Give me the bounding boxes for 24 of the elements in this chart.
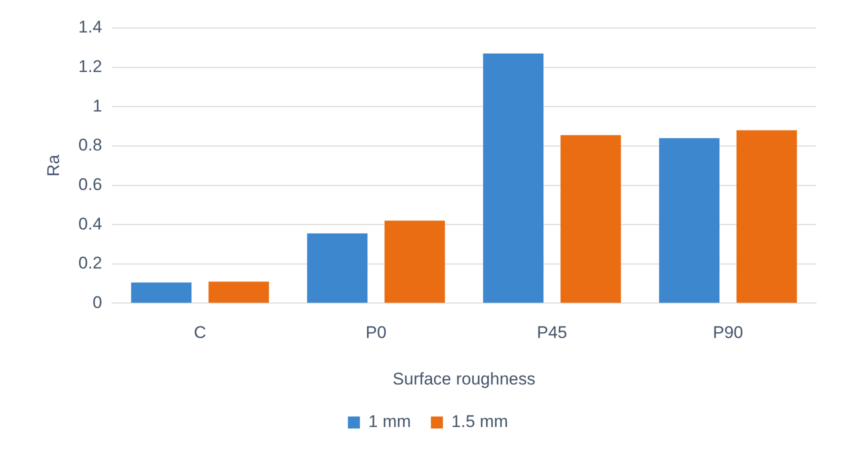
bar: [659, 138, 720, 303]
bar: [483, 54, 544, 303]
bar: [736, 130, 797, 303]
y-tick-label: 0: [92, 292, 102, 312]
y-tick-label: 1.4: [78, 18, 102, 37]
x-axis-title: Surface roughness: [392, 369, 536, 388]
legend-label: 1 mm: [368, 412, 411, 432]
y-axis-title: Ra: [44, 154, 63, 176]
x-tick-label: P45: [536, 323, 568, 342]
bar: [208, 282, 269, 303]
bar: [131, 282, 192, 303]
bar: [307, 233, 368, 303]
x-tick-label: C: [194, 323, 206, 342]
bar: [560, 135, 621, 303]
y-tick-label: 1.2: [78, 57, 102, 76]
y-tick-label: 1: [92, 96, 102, 116]
legend-label: 1.5 mm: [451, 412, 508, 432]
y-tick-label: 0.2: [78, 254, 102, 273]
x-tick-label: P90: [712, 323, 744, 342]
y-tick-label: 0.4: [78, 214, 102, 234]
bar: [384, 220, 445, 303]
y-tick-label: 0.8: [78, 136, 102, 155]
x-tick-label: P0: [366, 323, 386, 342]
y-tick-label: 0.6: [78, 174, 102, 194]
